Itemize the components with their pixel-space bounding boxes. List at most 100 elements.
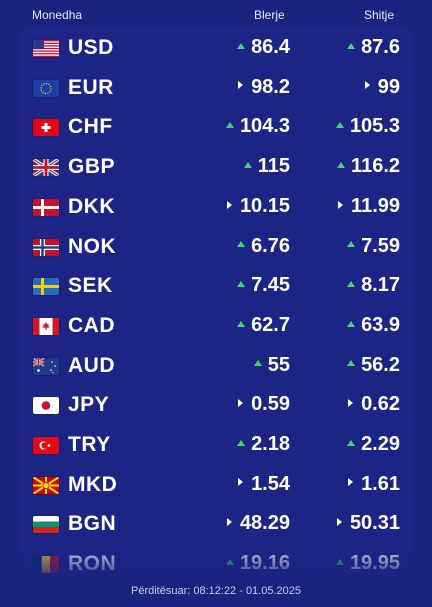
buy-rate: 48.29: [226, 512, 290, 535]
trend-up-icon: [237, 280, 246, 287]
trend-up-icon: [237, 439, 246, 446]
sell-rate: 0.62: [348, 393, 400, 416]
trend-flat-icon: [338, 200, 344, 209]
rate-row-cad: CAD 62.7 63.9: [20, 306, 412, 346]
buy-rate: 2.18: [237, 433, 290, 456]
sell-rate-value: 2.29: [361, 433, 400, 455]
buy-rate: 7.45: [237, 274, 290, 297]
buy-rate: 104.3: [225, 115, 290, 138]
trend-up-icon: [237, 320, 246, 327]
sell-rate: 11.99: [338, 195, 400, 218]
currency-code: GBP: [68, 155, 116, 179]
sell-rate: 50.31: [336, 512, 400, 535]
ro-flag-icon: [33, 556, 59, 574]
trend-flat-icon: [238, 399, 244, 408]
buy-rate-value: 48.29: [239, 512, 290, 535]
trend-up-icon: [347, 439, 356, 446]
rate-row-nok: NOK 6.76 7.59: [20, 227, 412, 267]
sell-rate: 56.2: [347, 354, 400, 377]
currency-code: EUR: [68, 75, 114, 99]
buy-rate: 98.2: [238, 76, 290, 99]
currency-code: CHF: [68, 115, 113, 139]
trend-up-icon: [347, 42, 356, 49]
sell-rate-value: 63.9: [361, 313, 400, 336]
currency-code: CAD: [68, 313, 115, 337]
gb-flag-icon: [33, 159, 59, 177]
currency-code: USD: [68, 36, 114, 59]
ch-flag-icon: [33, 119, 59, 137]
tr-flag-icon: [33, 437, 59, 454]
rate-row-usd: USD 86.4 87.6: [20, 28, 412, 68]
trend-up-icon: [347, 241, 356, 248]
mk-flag-icon: [33, 476, 59, 494]
rate-row-chf: CHF 104.3 105.3: [20, 107, 412, 147]
jp-flag-icon: [33, 397, 59, 415]
rates-table: USD 86.4 87.6 EUR 98.2 99 CHF 104.3 105.3 GBP 115 1…: [20, 28, 412, 607]
sell-column-header: Shitje: [364, 8, 395, 22]
eu-flag-icon: [33, 79, 59, 97]
sell-rate: 105.3: [335, 115, 400, 138]
trend-flat-icon: [226, 518, 232, 527]
bg-flag-icon: [33, 516, 59, 534]
sell-rate-value: 50.31: [349, 512, 400, 535]
trend-flat-icon: [336, 518, 342, 527]
trend-up-icon: [243, 161, 252, 168]
trend-up-icon: [335, 558, 344, 565]
rate-row-aud: AUD 55 56.2: [20, 346, 412, 386]
currency-column-header: Monedha: [32, 8, 83, 22]
buy-rate-value: 104.3: [239, 115, 290, 138]
sell-rate: 7.59: [347, 235, 400, 258]
trend-flat-icon: [238, 478, 244, 487]
rate-row-jpy: JPY 0.59 0.62: [20, 385, 412, 425]
sell-rate-value: 99: [377, 75, 400, 98]
buy-rate: 0.59: [238, 393, 290, 416]
buy-rate-value: 7.45: [251, 274, 290, 297]
dk-flag-icon: [33, 198, 59, 216]
currency-code: BGN: [68, 512, 117, 536]
sell-rate-value: 105.3: [349, 115, 400, 138]
rate-row-sek: SEK 7.45 8.17: [20, 266, 412, 306]
buy-rate-value: 6.76: [251, 234, 290, 257]
sell-rate-value: 0.62: [361, 393, 400, 416]
buy-rate: 19.16: [225, 552, 290, 575]
rate-row-eur: EUR 98.2 99: [20, 68, 412, 108]
currency-code: DKK: [68, 194, 115, 218]
trend-up-icon: [225, 122, 234, 129]
sell-rate: 1.61: [348, 473, 400, 496]
trend-up-icon: [237, 42, 246, 49]
trend-up-icon: [347, 320, 356, 327]
ca-flag-icon: [33, 317, 59, 335]
buy-rate-value: 1.54: [251, 472, 290, 495]
currency-code: NOK: [68, 234, 117, 258]
sell-rate-value: 116.2: [351, 155, 400, 178]
sell-rate: 8.17: [347, 274, 400, 297]
buy-rate-value: 62.7: [251, 313, 290, 336]
sell-rate: 99: [364, 75, 400, 99]
sell-rate: 2.29: [347, 433, 400, 456]
rate-row-gbp: GBP 115 116.2: [20, 147, 412, 187]
sell-rate-value: 87.6: [361, 36, 400, 58]
buy-rate: 115: [243, 155, 290, 178]
us-flag-icon: [33, 40, 59, 57]
sell-rate: 116.2: [337, 155, 400, 178]
no-flag-icon: [33, 238, 59, 256]
buy-rate: 55: [253, 353, 290, 377]
table-header: Monedha Blerje Shitje: [0, 0, 432, 28]
rate-row-try: TRY 2.18 2.29: [20, 425, 412, 465]
buy-rate: 10.15: [226, 195, 290, 218]
sell-rate-value: 8.17: [361, 274, 400, 297]
trend-flat-icon: [348, 399, 354, 408]
rate-row-dkk: DKK 10.15 11.99: [20, 187, 412, 227]
rate-row-bgn: BGN 48.29 50.31: [20, 504, 412, 544]
trend-up-icon: [225, 558, 234, 565]
trend-up-icon: [347, 360, 356, 367]
sell-rate-value: 56.2: [361, 353, 400, 376]
trend-flat-icon: [238, 81, 244, 90]
sell-rate-value: 11.99: [351, 194, 400, 217]
trend-up-icon: [337, 161, 346, 168]
trend-up-icon: [335, 122, 344, 129]
trend-flat-icon: [226, 200, 232, 209]
buy-rate-value: 55: [267, 353, 290, 376]
sell-rate: 19.95: [335, 552, 400, 575]
buy-rate-value: 19.16: [239, 552, 290, 575]
